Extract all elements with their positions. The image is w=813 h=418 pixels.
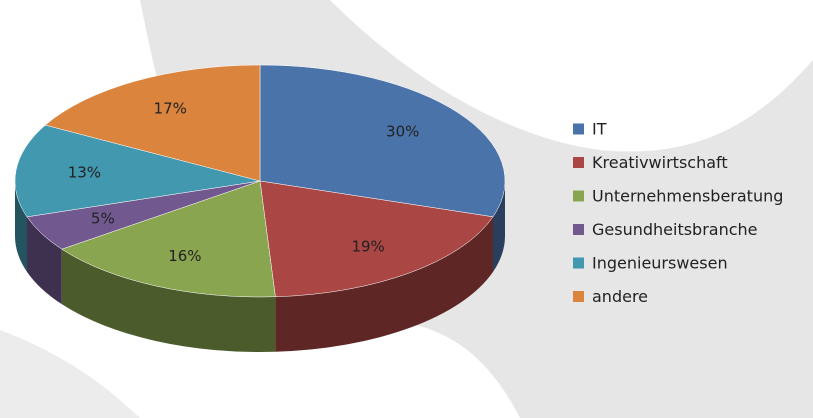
background-swoosh: [0, 330, 140, 418]
pie-slice: [14, 124, 261, 218]
legend-label: Gesundheitsbranche: [592, 220, 758, 239]
pie-slice: [44, 64, 261, 182]
data-label: 19%: [351, 237, 384, 255]
legend-swatch: [573, 157, 584, 168]
legend-label: IT: [592, 120, 607, 139]
legend-swatch: [573, 257, 584, 269]
legend-swatch: [573, 291, 584, 302]
data-label: 16%: [168, 247, 201, 265]
pie-slice: [259, 180, 494, 298]
pie-slice-side: [493, 181, 505, 272]
data-label: 30%: [386, 122, 419, 140]
pie: 30% 19% 16% 5% 13% 17%: [14, 64, 506, 352]
legend-label: Unternehmensberatung: [592, 187, 783, 206]
legend-swatch: [573, 123, 584, 135]
pie-slice: [61, 180, 276, 298]
pie-slice-side: [26, 216, 62, 305]
pie-slice-side: [15, 181, 27, 272]
legend-label: Kreativwirtschaft: [592, 153, 728, 172]
data-label: 17%: [154, 100, 187, 118]
legend-label: Ingenieurswesen: [592, 254, 728, 273]
legend: IT Kreativwirtschaft Unternehmensberatung G…: [573, 120, 783, 306]
pie-slice: [259, 64, 506, 218]
legend-swatch: [573, 190, 584, 202]
legend-swatch: [573, 224, 584, 235]
data-label: 13%: [68, 164, 101, 182]
legend-label: andere: [592, 287, 648, 306]
data-label: 5%: [91, 209, 115, 227]
pie-slice-side: [275, 216, 494, 352]
